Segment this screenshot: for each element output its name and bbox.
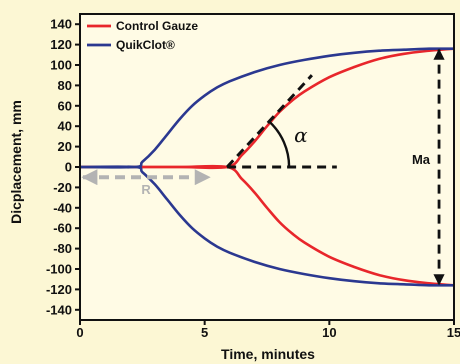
y-tick-label: -140	[46, 302, 72, 317]
y-tick-label: 60	[58, 98, 72, 113]
x-tick-label: 10	[322, 325, 336, 340]
y-tick-label: 40	[58, 119, 72, 134]
x-axis-label: Time, minutes	[221, 346, 315, 362]
y-tick-label: -120	[46, 282, 72, 297]
y-tick-label: -40	[53, 200, 72, 215]
x-tick-label: 0	[76, 325, 83, 340]
series-line-control-gauze-lower	[80, 164, 455, 287]
y-axis-label: Dicplacement, mm	[8, 100, 24, 224]
tangent-dashed-line	[226, 74, 313, 169]
y-tick-label: 0	[65, 160, 72, 175]
y-tick-label: 140	[50, 17, 72, 32]
axes: -140-120-100-80-60-40-200204060801001201…	[46, 13, 460, 340]
x-tick-label: 5	[201, 325, 208, 340]
series-line-control-gauze-upper	[80, 47, 455, 170]
legend: Control Gauze QuikClot®	[87, 19, 198, 52]
legend-label-quikclot: QuikClot®	[116, 38, 175, 52]
ma-label: Ma	[412, 152, 431, 167]
y-tick-label: -80	[53, 241, 72, 256]
y-tick-label: -100	[46, 262, 72, 277]
annotations: α R Ma	[81, 48, 445, 286]
y-tick-label: 100	[50, 58, 72, 73]
r-label: R	[141, 182, 151, 197]
y-tick-label: -20	[53, 180, 72, 195]
series-line-quikclot-upper	[79, 47, 455, 169]
y-tick-label: 20	[58, 139, 72, 154]
alpha-label: α	[294, 123, 308, 147]
x-tick-label: 15	[447, 325, 460, 340]
alpha-angle-arc	[268, 120, 291, 168]
y-tick-label: -60	[53, 221, 72, 236]
y-tick-label: 80	[58, 78, 72, 93]
y-tick-label: 120	[50, 37, 72, 52]
legend-label-control-gauze: Control Gauze	[116, 19, 198, 33]
